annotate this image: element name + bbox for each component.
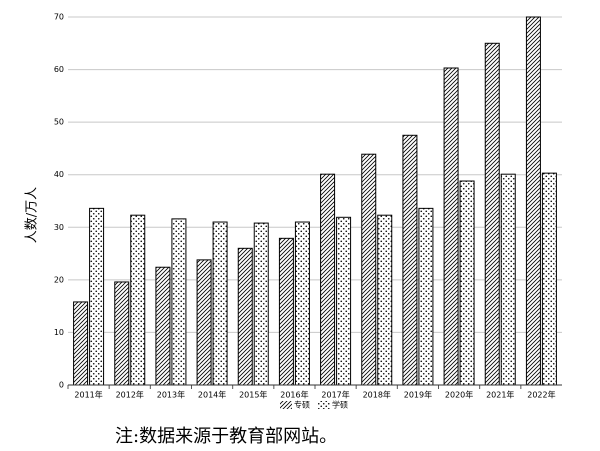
bar [171,218,187,386]
x-tick-label: 2013年 [157,390,185,400]
y-axis-label: 人数/万人 [25,187,40,243]
bar [155,266,171,386]
legend-swatch [318,401,330,409]
bar [336,216,352,386]
x-tick-label: 2015年 [239,390,267,400]
bar [212,221,228,386]
bar [443,67,459,386]
legend-label: 专硕 [294,400,310,410]
x-tick-label: 2018年 [363,390,391,400]
y-tick-label: 10 [54,328,64,337]
bar [89,207,105,386]
bar [541,172,557,386]
bar [196,259,212,386]
x-tick-label: 2019年 [404,390,432,400]
x-tick-label: 2012年 [116,390,144,400]
bar [73,301,89,386]
bar [500,173,516,386]
y-tick-label: 0 [59,381,64,390]
y-tick-label: 70 [54,13,64,22]
bar [114,281,130,386]
legend-label: 学硕 [332,400,348,410]
bar [294,221,310,386]
x-tick-label: 2021年 [486,390,514,400]
bar [402,134,418,386]
y-tick-label: 60 [54,65,64,74]
bar [320,173,336,386]
bar [377,214,393,386]
bar [278,237,294,386]
bar [361,153,377,386]
bar [418,207,434,386]
bar [237,247,253,386]
bar [459,180,475,386]
x-tick-label: 2014年 [198,390,226,400]
x-tick-label: 2020年 [445,390,473,400]
bar [130,214,146,386]
x-tick-label: 2017年 [321,390,349,400]
x-tick-label: 2016年 [280,390,308,400]
bar [484,42,500,386]
x-tick-label: 2022年 [527,390,555,400]
y-tick-label: 20 [54,275,64,284]
note: 注:数据来源于教育部网站。 [115,426,337,447]
x-tick-label: 2011年 [74,390,102,400]
y-tick-label: 50 [54,118,64,127]
bar [253,222,269,386]
y-tick-label: 30 [54,223,64,232]
y-tick-label: 40 [54,170,64,179]
bar [525,16,541,386]
legend-swatch [280,401,292,409]
